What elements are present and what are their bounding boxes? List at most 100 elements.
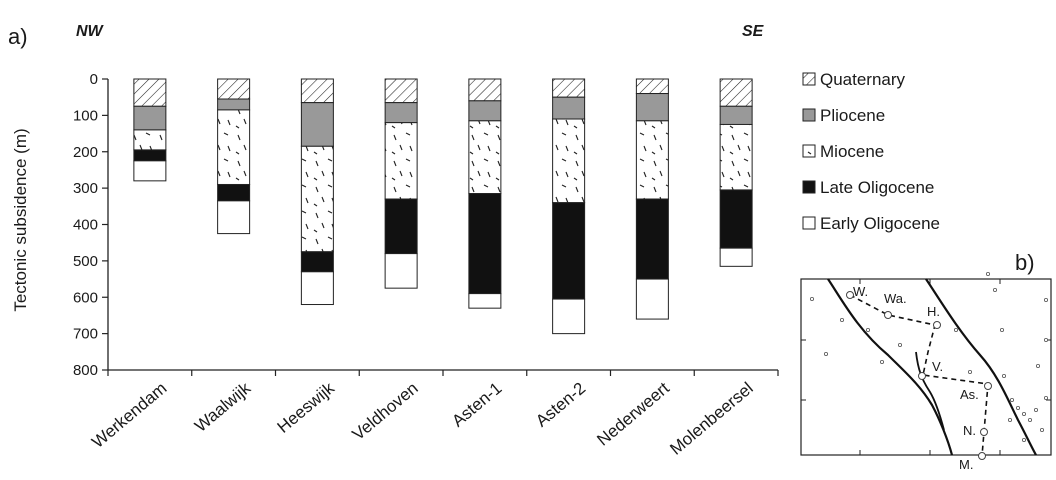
x-tick-label: Heeswijk: [274, 378, 339, 437]
bar-asten-1-miocene: [468, 120, 502, 195]
bar-stack-molenbeersel: [719, 78, 753, 267]
bar-waalwijk-miocene: [217, 109, 251, 185]
bar-stack-asten-2: [552, 78, 586, 335]
y-tick-label: 700: [73, 326, 98, 343]
legend-label: Late Oligocene: [820, 178, 934, 197]
bar-molenbeersel-miocene: [719, 123, 753, 191]
station-label-m: M.: [959, 457, 973, 472]
legend-item-early-oligocene: Early Oligocene: [802, 214, 940, 233]
y-tick-label: 200: [73, 144, 98, 161]
station-label-w: W.: [853, 284, 868, 299]
bar-waalwijk-quaternary: [217, 78, 251, 100]
y-tick-label: 500: [73, 253, 98, 270]
station-label-n: N.: [963, 423, 976, 438]
legend-swatch: [802, 108, 816, 122]
y-tick-label: 800: [73, 362, 98, 379]
bar-asten-1-quaternary: [468, 78, 502, 102]
transect-line: [849, 294, 989, 457]
bar-molenbeersel-quaternary: [719, 78, 753, 107]
bar-nederweert-pliocene: [635, 93, 669, 122]
legend-item-quaternary: Quaternary: [802, 70, 906, 89]
bar-nederweert-quaternary: [635, 78, 669, 95]
legend-item-miocene: Miocene: [802, 142, 884, 161]
bar-asten-2-quaternary: [552, 78, 586, 98]
x-tick-label: Nederweert: [593, 378, 673, 449]
bar-heeswijk-quaternary: [300, 78, 334, 104]
legend-item-pliocene: Pliocene: [802, 106, 885, 125]
nw-label: NW: [76, 23, 105, 40]
se-label: SE: [742, 23, 765, 40]
bar-stack-heeswijk: [300, 78, 334, 306]
legend: Quaternary Pliocene Miocene Late Oligocene E…: [802, 70, 940, 233]
x-tick-label: Waalwijk: [191, 378, 254, 436]
legend-swatch: [802, 144, 816, 158]
panel-b-label: b): [1015, 250, 1035, 275]
legend-label: Quaternary: [820, 70, 906, 89]
bar-waalwijk-early-oligocene: [217, 200, 251, 235]
location-map: W. Wa. H. V. As. N. M.: [800, 271, 1052, 472]
wells: [810, 271, 1049, 442]
bar-asten-2-late-oligocene: [552, 202, 586, 300]
bar-stack-asten-1: [468, 78, 502, 309]
bar-molenbeersel-late-oligocene: [719, 189, 753, 249]
bar-werkendam-pliocene: [133, 105, 167, 131]
bar-werkendam-quaternary: [133, 78, 167, 107]
legend-swatch: [802, 72, 816, 86]
bar-nederweert-late-oligocene: [635, 198, 669, 280]
legend-label: Pliocene: [820, 106, 885, 125]
y-tick-label: 0: [90, 71, 98, 88]
x-tick-label: Asten-1: [448, 379, 505, 431]
x-tick-label: Asten-2: [532, 379, 589, 431]
bar-heeswijk-miocene: [300, 145, 334, 253]
station-label-wa: Wa.: [884, 291, 907, 306]
bar-asten-1-late-oligocene: [468, 193, 502, 295]
fault-east: [925, 278, 1037, 456]
y-tick-label: 400: [73, 217, 98, 234]
bar-waalwijk-late-oligocene: [217, 183, 251, 202]
fault-west: [827, 278, 954, 456]
bar-nederweert-early-oligocene: [635, 278, 669, 320]
bar-asten-2-pliocene: [552, 96, 586, 120]
bars: [133, 78, 753, 335]
bar-heeswijk-pliocene: [300, 102, 334, 147]
station-label-as: As.: [960, 387, 979, 402]
y-tick-label: 300: [73, 180, 98, 197]
legend-label: Early Oligocene: [820, 214, 940, 233]
legend-label: Miocene: [820, 142, 884, 161]
bar-nederweert-miocene: [635, 120, 669, 200]
bar-stack-werkendam: [133, 78, 167, 182]
station-markers: [846, 291, 992, 460]
station-label-h: H.: [927, 304, 940, 319]
bar-werkendam-miocene: [133, 129, 167, 151]
panel-a-label: a): [8, 24, 28, 49]
bar-asten-2-early-oligocene: [552, 298, 586, 335]
bar-werkendam-late-oligocene: [133, 149, 167, 162]
bar-molenbeersel-early-oligocene: [719, 247, 753, 267]
station-label-v: V.: [932, 359, 943, 374]
y-tick-label: 600: [73, 289, 98, 306]
bar-veldhoven-miocene: [384, 122, 418, 200]
legend-swatch: [802, 216, 816, 230]
bar-veldhoven-pliocene: [384, 102, 418, 124]
bar-stack-nederweert: [635, 78, 669, 320]
map-frame: [800, 278, 1052, 456]
bar-veldhoven-early-oligocene: [384, 253, 418, 289]
bar-heeswijk-early-oligocene: [300, 271, 334, 306]
x-tick-label: Veldhoven: [349, 379, 422, 445]
bar-stack-veldhoven: [384, 78, 418, 289]
legend-swatch: [802, 180, 816, 194]
fault-middle: [915, 351, 945, 431]
x-tick-label: Werkendam: [88, 379, 170, 452]
bar-veldhoven-late-oligocene: [384, 198, 418, 255]
bar-asten-2-miocene: [552, 118, 586, 204]
x-tick-label: Molenbeersel: [666, 379, 756, 459]
bar-asten-1-early-oligocene: [468, 293, 502, 309]
bar-stack-waalwijk: [217, 78, 251, 235]
bar-asten-1-pliocene: [468, 100, 502, 122]
y-axis-title: Tectonic subsidence (m): [11, 128, 30, 311]
bar-molenbeersel-pliocene: [719, 105, 753, 125]
bar-waalwijk-pliocene: [217, 98, 251, 111]
bar-heeswijk-late-oligocene: [300, 251, 334, 273]
bar-veldhoven-quaternary: [384, 78, 418, 104]
